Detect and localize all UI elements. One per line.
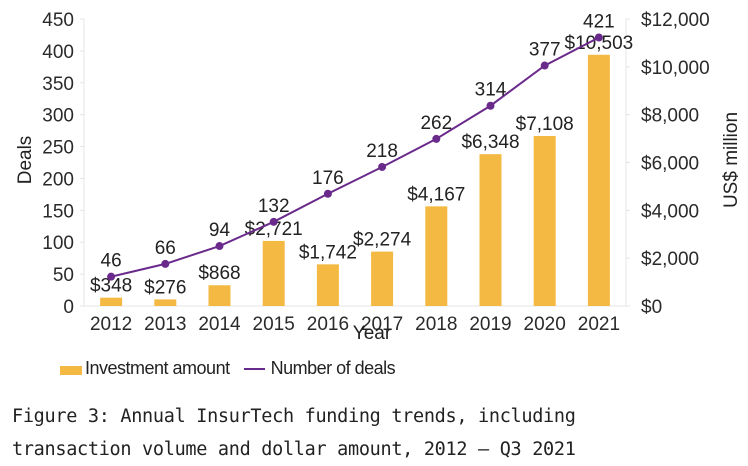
deals-point: [107, 272, 116, 281]
left-tick-label: 50: [53, 265, 74, 286]
deals-data-label: 421: [583, 11, 615, 32]
bar: [316, 264, 339, 306]
x-tick-label: 2014: [198, 314, 241, 335]
left-tick-label: 100: [42, 233, 74, 254]
deals-point: [486, 101, 495, 110]
x-tick-label: 2018: [415, 314, 457, 335]
deals-point: [269, 217, 278, 226]
bar-data-label: $2,721: [245, 219, 303, 240]
bar-data-label: $4,167: [407, 184, 465, 205]
right-tick-label: $2,000: [641, 249, 699, 270]
left-tick-label: 0: [63, 297, 74, 318]
bar: [425, 206, 448, 306]
bar: [371, 251, 394, 306]
bar-data-label: $7,108: [516, 114, 574, 135]
bar: [533, 136, 556, 306]
bar-labels: $348 $276 $868 $2,721$1,742$2,274 $4,167 $6,3…: [90, 33, 633, 299]
left-tick-label: 200: [42, 169, 74, 190]
deals-line-path: [110, 36, 600, 278]
deals-data-label: 94: [209, 220, 231, 241]
bar-data-label: $1,742: [299, 242, 357, 263]
bar-data-label: $276: [144, 277, 186, 298]
deals-data-label: 377: [529, 40, 561, 61]
right-tick-label: $4,000: [641, 201, 699, 222]
deals-point: [161, 259, 170, 268]
combo-chart: 0 50 100 150 200 250 300 350 400 450 $0 $2,000 $4,0…: [15, 10, 742, 344]
bar-data-label: $868: [198, 263, 240, 284]
deals-labels: 46 66 94 132 176 218 262 314 377 421: [101, 11, 615, 271]
right-axis-title: US$ million: [721, 112, 742, 208]
bar: [479, 154, 502, 306]
right-tick-label: $12,000: [641, 10, 710, 31]
left-tick-label: 150: [42, 201, 74, 222]
deals-data-label: 176: [312, 168, 344, 189]
bar-data-label: $348: [90, 276, 132, 297]
figure-caption: Figure 3: Annual InsurTech funding trend…: [12, 400, 576, 466]
x-tick-label: 2016: [307, 314, 349, 335]
deals-data-label: 262: [420, 113, 452, 134]
right-tick-label: $8,000: [641, 106, 699, 127]
left-tick-label: 450: [42, 10, 74, 31]
x-tick-label: 2021: [578, 314, 620, 335]
left-axis-ticks: 0 50 100 150 200 250 300 350 400 450: [42, 10, 84, 318]
deals-data-label: 132: [258, 196, 290, 217]
left-tick-label: 400: [42, 42, 74, 63]
deals-data-label: 314: [475, 80, 507, 101]
x-tick-label: 2012: [90, 314, 132, 335]
legend-line-swatch: [243, 367, 265, 370]
x-tick-label: 2019: [469, 314, 511, 335]
right-tick-label: $0: [641, 297, 662, 318]
bar-data-label: $2,274: [353, 230, 412, 251]
legend-line-label: Number of deals: [270, 358, 396, 378]
x-tick-label: 2013: [144, 314, 186, 335]
deals-point: [378, 162, 387, 171]
right-axis-ticks: $0 $2,000 $4,000 $6,000 $8,000 $10,000 $12,000: [626, 10, 710, 318]
legend: Investment amount Number of deals: [60, 358, 396, 379]
right-tick-label: $6,000: [641, 154, 699, 175]
deals-point: [540, 61, 549, 70]
bar: [587, 54, 610, 306]
deals-data-label: 46: [101, 251, 122, 272]
x-tick-label: 2015: [253, 314, 295, 335]
legend-bar-label: Investment amount: [85, 358, 230, 378]
bar: [154, 299, 177, 306]
x-tick-label: 2020: [524, 314, 566, 335]
bar: [262, 240, 285, 306]
deals-data-label: 66: [155, 238, 176, 259]
caption-line-1: Figure 3: Annual InsurTech funding trend…: [12, 406, 576, 427]
bar-data-label: $6,348: [461, 132, 519, 153]
left-tick-label: 250: [42, 138, 74, 159]
bar: [100, 297, 123, 306]
deals-point: [432, 134, 441, 143]
right-tick-label: $10,000: [641, 58, 710, 79]
left-axis-title: Deals: [15, 136, 36, 185]
legend-bar-swatch: [60, 366, 82, 375]
x-axis-title: Year: [353, 323, 392, 344]
bar-data-label: $10,503: [565, 33, 634, 54]
deals-point: [594, 33, 603, 42]
deals-point: [323, 189, 332, 198]
bars: [100, 54, 610, 306]
deals-data-label: 218: [366, 141, 398, 162]
x-tick-label: 2017: [361, 314, 403, 335]
x-axis-ticks: 2012 2013 2014 2015 2016 2017 2018 2019 2020 2021: [90, 314, 620, 335]
deals-line: [107, 33, 603, 281]
left-tick-label: 300: [42, 106, 74, 127]
deals-point: [215, 242, 224, 251]
caption-line-2: transaction volume and dollar amount, 20…: [12, 439, 576, 460]
bar: [208, 285, 231, 306]
left-tick-label: 350: [42, 74, 74, 95]
